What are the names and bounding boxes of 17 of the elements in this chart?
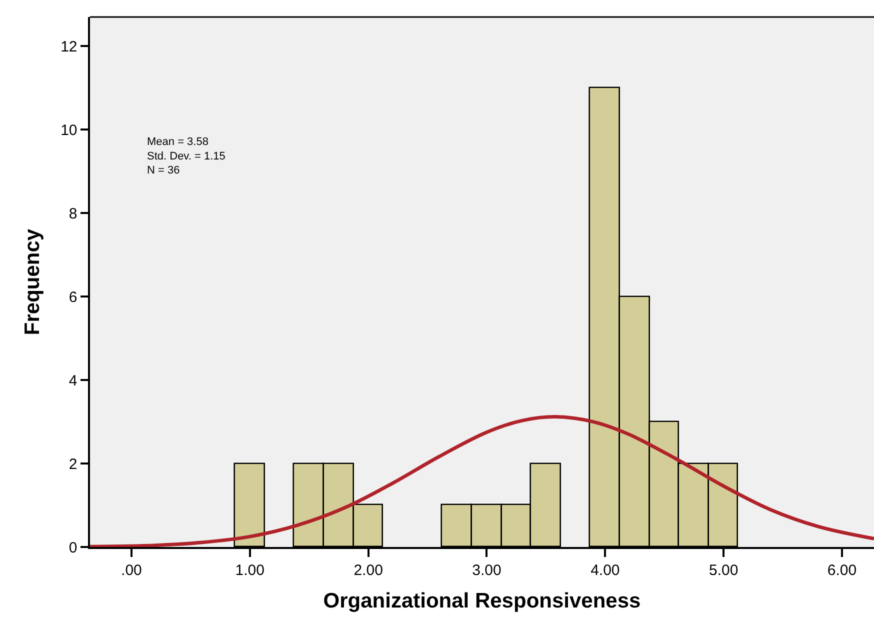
- x-tick-label: 4.00: [590, 562, 620, 579]
- x-tick-label: 1.00: [235, 562, 264, 579]
- x-tick-label: 5.00: [709, 562, 738, 579]
- y-tick-label: 8: [68, 205, 78, 222]
- y-tick-label: 10: [60, 122, 78, 139]
- y-tick-label: 0: [68, 539, 78, 556]
- y-tick-label: 12: [60, 38, 78, 56]
- x-tick-label: 3.00: [472, 562, 502, 579]
- x-axis-title: Organizational Responsiveness: [323, 589, 641, 612]
- y-tick-label: 6: [68, 288, 78, 306]
- x-tick-label: 6.00: [827, 562, 857, 579]
- x-tick-label: .00: [121, 562, 142, 579]
- y-axis-title: Frequency: [21, 228, 44, 336]
- x-tick-label: 2.00: [354, 562, 383, 579]
- y-tick-label: 2: [68, 456, 78, 473]
- annotation: Mean = 3.58 Std. Dev. = 1.15 N = 36: [147, 136, 226, 177]
- y-tick-label: 4: [68, 372, 78, 390]
